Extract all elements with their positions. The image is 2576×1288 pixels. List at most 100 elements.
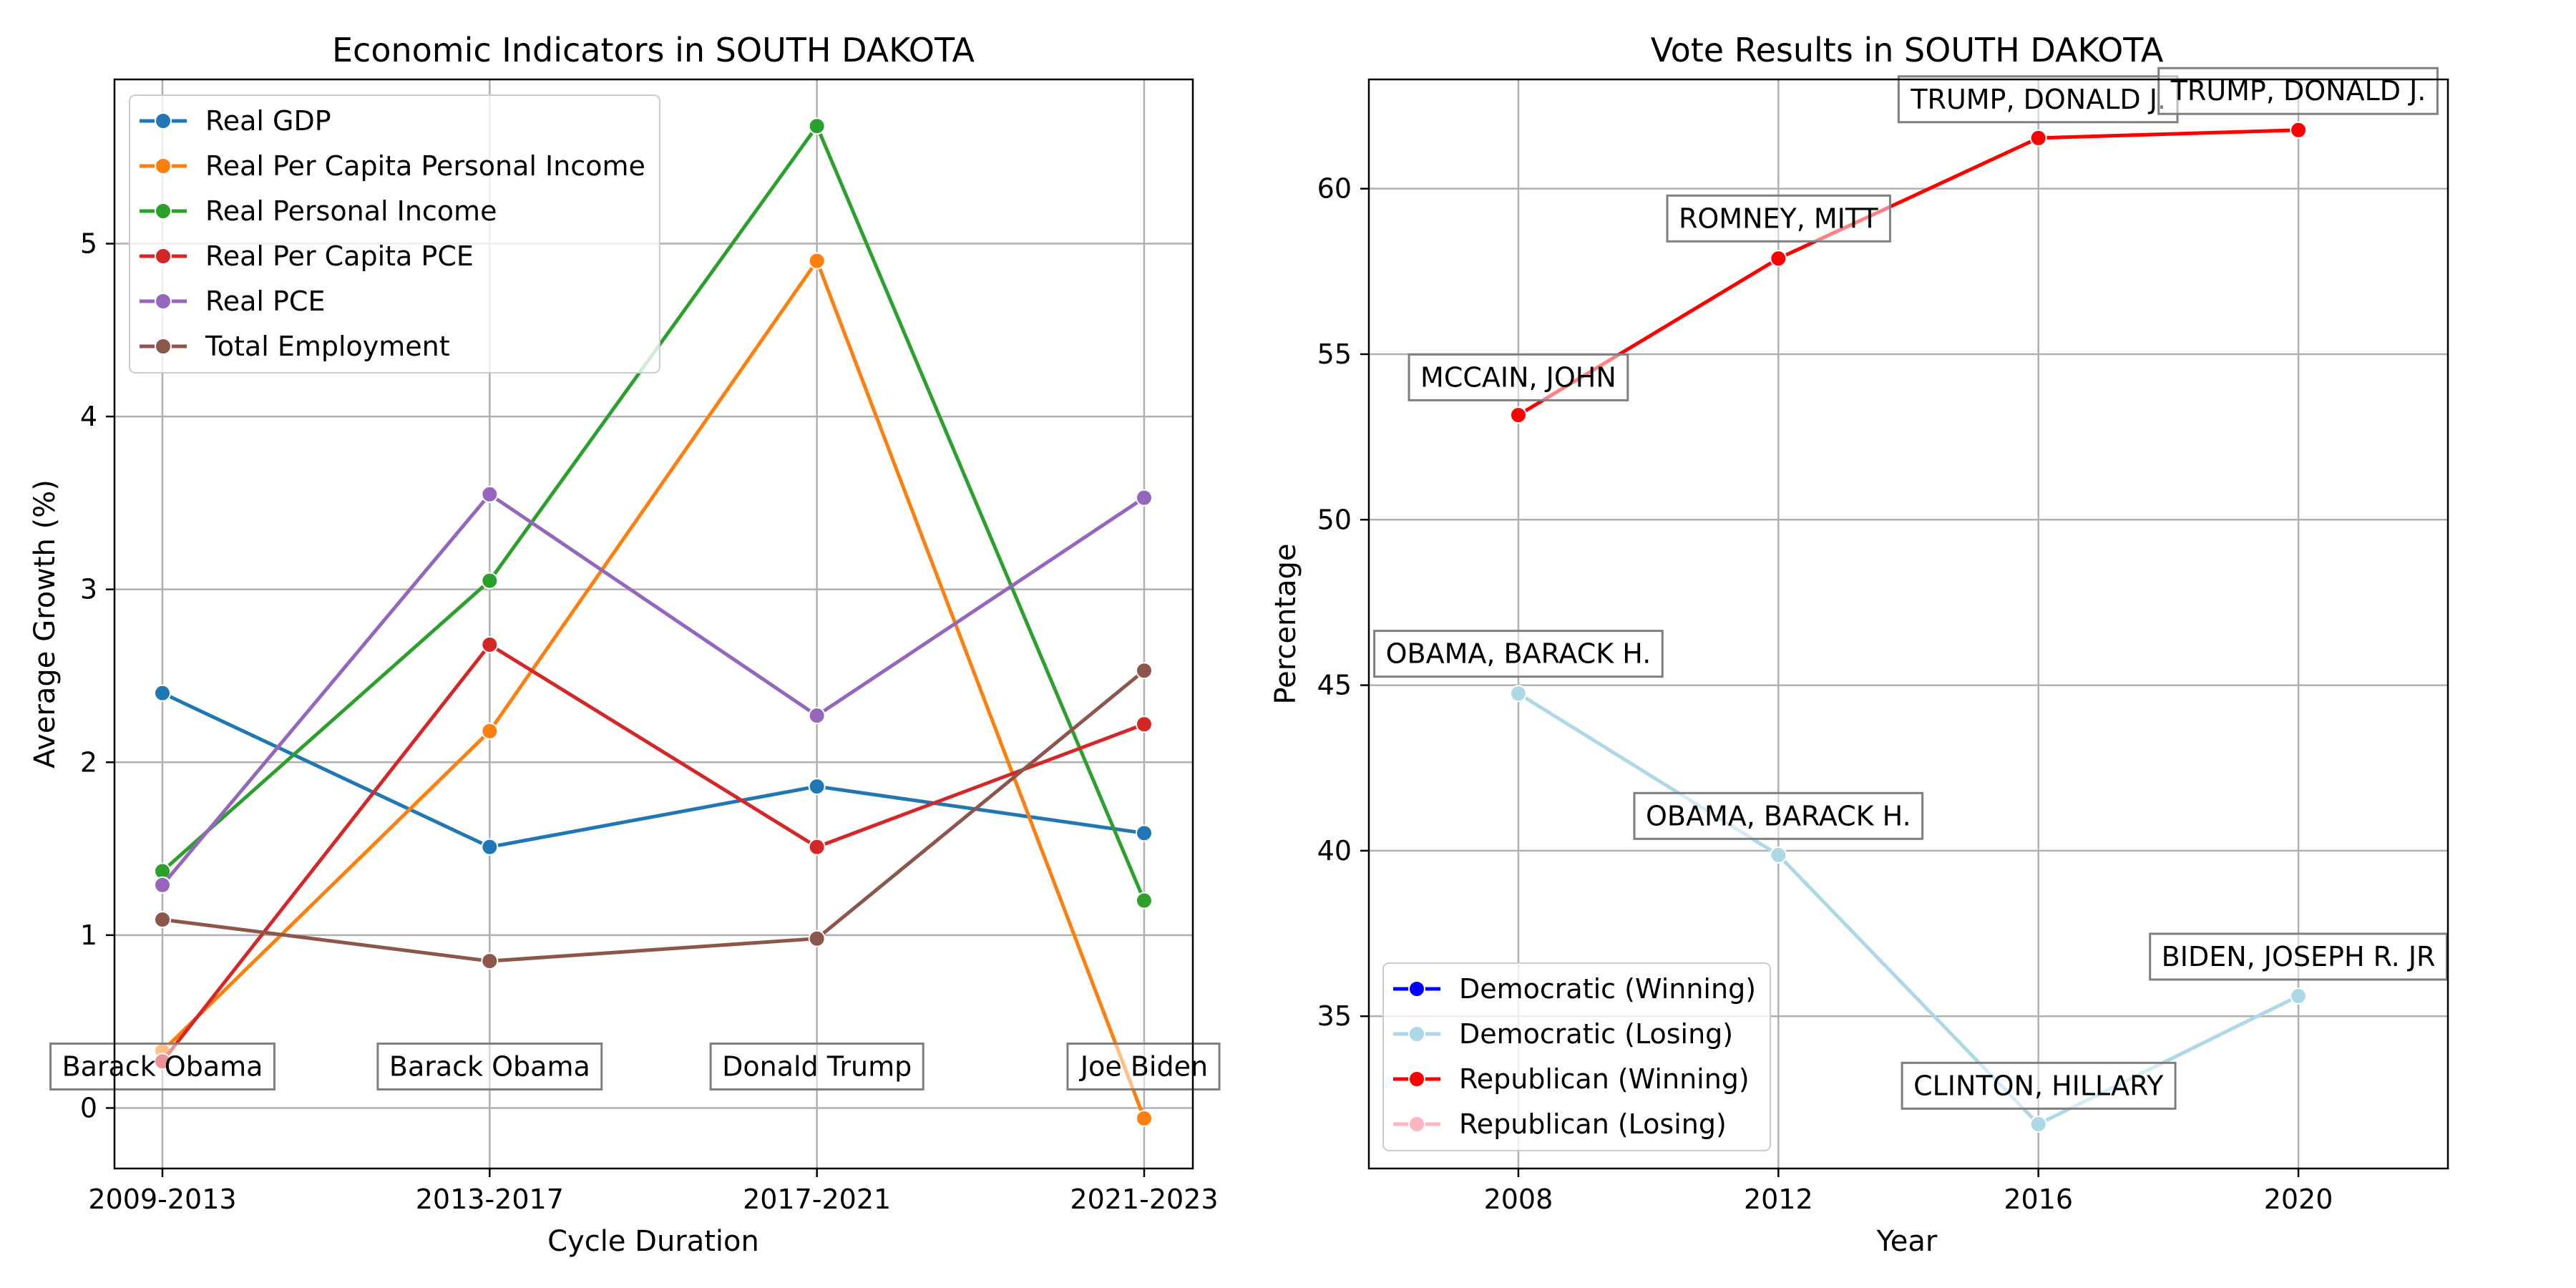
vote-annotation-text: CLINTON, HILLARY <box>1913 1070 2164 1101</box>
vote-annotation-box <box>1901 1061 2177 1110</box>
economic-data-point <box>154 684 171 702</box>
vote-y-axis-label: Percentage <box>1269 543 1302 704</box>
vote-data-point <box>1509 685 1527 703</box>
economic-data-point <box>481 635 499 653</box>
vote-legend-swatch-marker <box>1408 1025 1425 1043</box>
vote-annotation-box <box>1373 630 1664 678</box>
economic-data-point <box>808 252 826 270</box>
economic-legend-entry-label: Real Personal Income <box>205 195 497 227</box>
economic-data-point <box>808 117 826 135</box>
vote-annotation-box <box>2157 67 2439 115</box>
economic-chart-title: Economic Indicators in SOUTH DAKOTA <box>332 31 975 69</box>
vote-annotation-box <box>1666 194 1891 243</box>
economic-data-point <box>1135 716 1153 733</box>
economic-chart: Economic Indicators in SOUTH DAKOTA Bara… <box>29 31 1221 1258</box>
vote-legend-swatch-marker <box>1408 1070 1425 1088</box>
economic-series-line <box>161 643 1145 1063</box>
economic-series-line <box>161 259 1146 1119</box>
economic-y-tick-label: 0 <box>80 1092 97 1123</box>
vote-annotation-text: BIDEN, JOSEPH R. JR <box>2162 941 2436 972</box>
vote-legend-entry-label: Democratic (Losing) <box>1459 1018 1733 1050</box>
vote-data-point <box>1770 846 1787 864</box>
economic-legend-entry-label: Real GDP <box>205 105 331 137</box>
vote-legend-swatch-marker <box>1408 980 1425 997</box>
economic-x-tick-label: 2013-2017 <box>416 1184 564 1215</box>
vote-x-tick-label: 2020 <box>2264 1184 2333 1215</box>
economic-annotation-text: Barack Obama <box>389 1050 590 1082</box>
economic-legend-swatch-marker <box>155 248 172 265</box>
vote-ticks: 2008 2012 2016 2020 35 40 45 50 55 60 <box>1317 173 2333 1215</box>
economic-data-point <box>481 572 499 590</box>
economic-data-point <box>1135 892 1153 909</box>
economic-plot-frame <box>113 78 1194 1170</box>
vote-legend: Democratic (Winning) Democratic (Losing) R… <box>1382 962 1772 1151</box>
vote-y-tick-label: 60 <box>1317 173 1352 205</box>
economic-x-tick-label: 2017-2021 <box>743 1184 891 1215</box>
vote-y-tick-label: 55 <box>1317 338 1352 370</box>
vote-annotation-text: TRUMP, DONALD J. <box>2170 75 2426 107</box>
economic-annotation-box <box>1066 1042 1221 1091</box>
vote-x-axis-label: Year <box>1876 1225 1938 1258</box>
vote-annotation-text: OBAMA, BARACK H. <box>1386 638 1652 670</box>
economic-series-line <box>162 669 1146 963</box>
economic-x-tick-label: 2021-2023 <box>1070 1184 1218 1215</box>
economic-data-point <box>154 876 171 894</box>
vote-legend-entry-label: Democratic (Winning) <box>1459 973 1756 1005</box>
vote-legend-swatch-marker <box>1408 1116 1425 1133</box>
economic-legend-swatch-marker <box>155 338 172 355</box>
vote-y-tick-label: 40 <box>1317 835 1352 867</box>
vote-annotation-text: ROMNEY, MITT <box>1679 203 1878 234</box>
vote-y-tick-label: 45 <box>1317 670 1352 701</box>
vote-annotation-box <box>2149 932 2448 981</box>
vote-legend-entry-label: Republican (Winning) <box>1459 1063 1750 1095</box>
economic-x-tick-label: 2009-2013 <box>88 1184 236 1215</box>
vote-annotation-text: TRUMP, DONALD J. <box>1910 84 2166 115</box>
economic-data-point <box>1135 824 1153 842</box>
economic-series-line <box>161 492 1146 887</box>
vote-legend-entry-label: Republican (Losing) <box>1459 1108 1727 1140</box>
vote-data-point <box>2290 121 2308 139</box>
economic-series-line <box>161 691 1145 849</box>
vote-plot-frame <box>1367 78 2449 1170</box>
economic-y-tick-label: 5 <box>80 228 97 260</box>
economic-annotations: Barack Obama Barack Obama Donald Trump Joe … <box>49 1042 1221 1091</box>
economic-data-point <box>481 485 499 503</box>
vote-data-point <box>1509 406 1527 424</box>
economic-annotation-text: Barack Obama <box>62 1050 263 1082</box>
economic-y-axis-label: Average Growth (%) <box>29 479 62 769</box>
economic-ticks: 2009-2013 2013-2017 2017-2021 2021-2023 0 1 2 3… <box>80 228 1219 1215</box>
economic-legend-entry-label: Real PCE <box>205 286 325 317</box>
economic-legend: Real GDP Real Per Capita Personal Income R… <box>129 94 660 374</box>
vote-chart: Vote Results in SOUTH DAKOTA MCCAIN, JOH… <box>1269 31 2449 1258</box>
vote-y-tick-label: 35 <box>1317 1000 1352 1032</box>
economic-annotation-box <box>709 1042 924 1091</box>
vote-annotations: MCCAIN, JOHN ROMNEY, MITT TRUMP, DONALD J.… <box>1373 67 2448 1110</box>
economic-legend-swatch-marker <box>155 203 172 220</box>
economic-data-point <box>1135 1109 1153 1127</box>
economic-data-point <box>481 952 499 970</box>
economic-legend-swatch-marker <box>155 157 172 175</box>
economic-data-point <box>1135 489 1153 507</box>
vote-series-lines <box>1509 121 2308 1133</box>
economic-data-point <box>808 930 826 947</box>
vote-data-point <box>2290 987 2308 1005</box>
vote-data-point <box>2029 1116 2047 1133</box>
economic-y-tick-label: 3 <box>80 574 97 605</box>
vote-y-tick-label: 50 <box>1317 504 1352 535</box>
vote-annotation-box <box>1407 353 1629 401</box>
vote-x-tick-label: 2012 <box>1744 1184 1813 1215</box>
vote-data-point <box>1770 250 1787 268</box>
economic-y-tick-label: 1 <box>80 919 97 951</box>
vote-x-tick-label: 2016 <box>2004 1184 2073 1215</box>
vote-data-point <box>2029 129 2047 147</box>
economic-annotation-text: Donald Trump <box>722 1050 912 1082</box>
vote-annotation-box <box>1897 75 2179 124</box>
vote-chart-title: Vote Results in SOUTH DAKOTA <box>1651 31 2164 69</box>
vote-x-tick-label: 2008 <box>1484 1184 1553 1215</box>
economic-data-point <box>481 722 499 740</box>
economic-x-axis-label: Cycle Duration <box>547 1225 759 1258</box>
economic-legend-entry-label: Real Per Capita Personal Income <box>205 150 645 182</box>
vote-annotation-text: MCCAIN, JOHN <box>1420 361 1616 393</box>
economic-data-point <box>808 778 826 796</box>
